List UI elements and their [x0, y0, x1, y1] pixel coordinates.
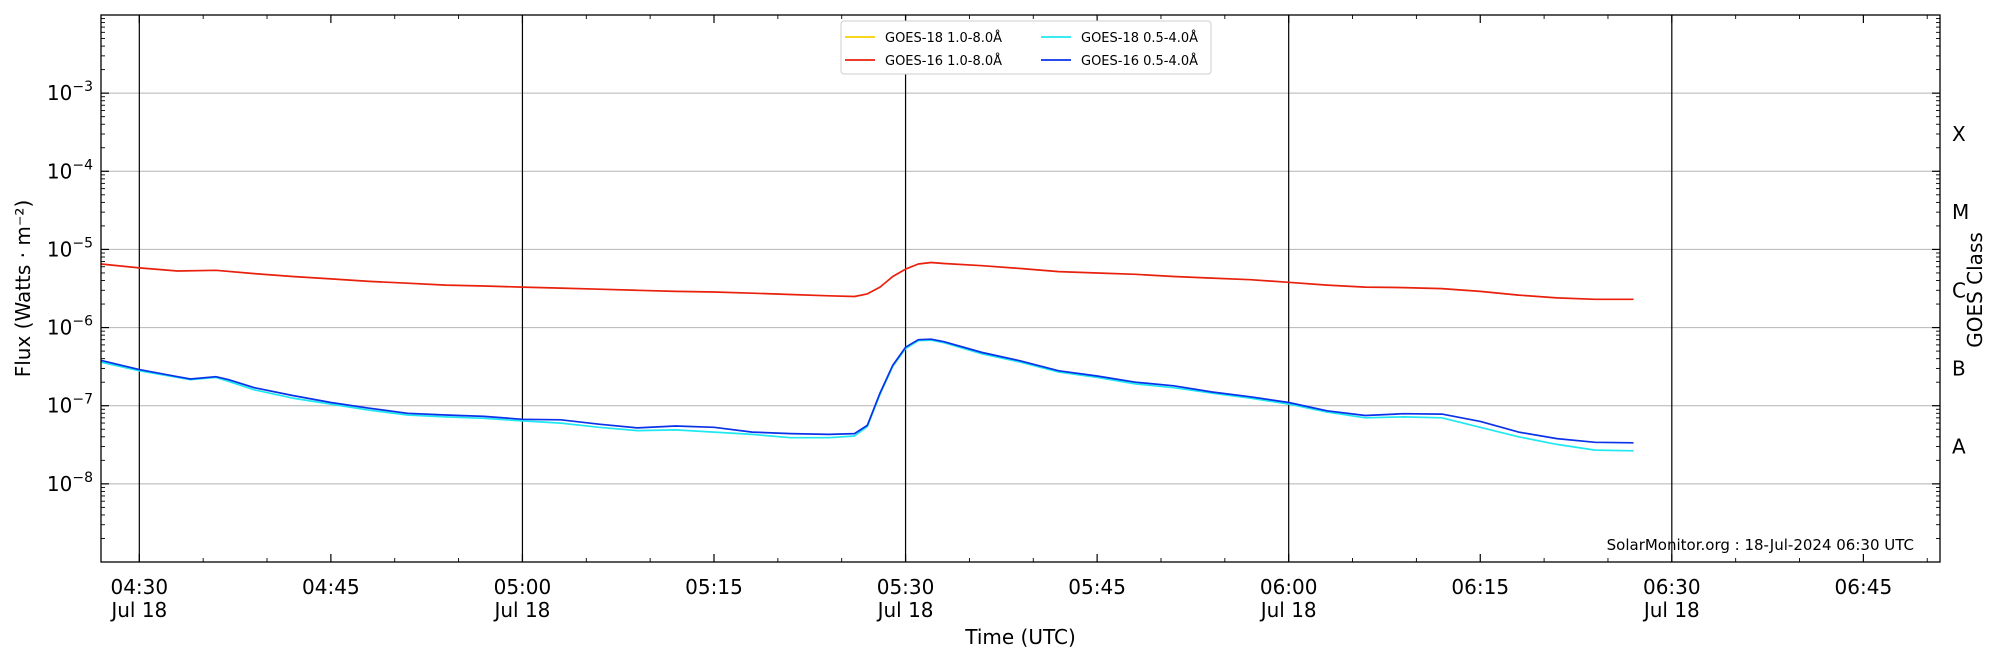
series-lines: [100, 261, 1634, 452]
goes-class-label: B: [1952, 356, 1966, 380]
goes-class-label: X: [1952, 122, 1966, 146]
y-tick-label: 10−5: [47, 235, 93, 261]
series-line: [100, 338, 1634, 444]
x-tick-date-label: Jul 18: [492, 598, 550, 622]
x-tick-label: 04:45: [302, 575, 360, 599]
y-tick-exponent: −8: [72, 470, 93, 486]
y-tick-exponent: −4: [72, 157, 93, 173]
x-tick-label: 05:45: [1068, 575, 1126, 599]
x-tick-label: 06:45: [1835, 575, 1893, 599]
x-tick-date-label: Jul 18: [876, 598, 934, 622]
y-tick-base: 10: [47, 159, 72, 183]
goes-class-label: M: [1952, 200, 1969, 224]
credit-text: SolarMonitor.org : 18-Jul-2024 06:30 UTC: [1607, 536, 1914, 554]
x-tick-date-label: Jul 18: [109, 598, 167, 622]
y-tick-exponent: −6: [72, 314, 93, 330]
goes-class-axis-title: GOES Class: [1963, 232, 1987, 348]
y-tick-exponent: −5: [72, 235, 93, 251]
plot-frame: [100, 14, 1941, 563]
legend-label: GOES-18 1.0-8.0Å: [885, 30, 1002, 46]
y-tick-exponent: −3: [72, 79, 93, 95]
y-axis-title: Flux (Watts · m⁻²): [11, 200, 35, 378]
x-tick-date-label: Jul 18: [1259, 598, 1317, 622]
y-tick-base: 10: [47, 394, 72, 418]
series-line: [100, 339, 1634, 452]
x-tick-label: 06:15: [1451, 575, 1509, 599]
legend-label: GOES-16 0.5-4.0Å: [1081, 53, 1198, 69]
x-tick-label: 05:30: [877, 575, 935, 599]
y-tick-base: 10: [47, 316, 72, 340]
y-tick-label: 10−6: [47, 314, 93, 340]
x-tick-label: 06:00: [1260, 575, 1318, 599]
y-tick-base: 10: [47, 81, 72, 105]
y-tick-exponent: −7: [72, 392, 93, 408]
y-tick-label: 10−8: [47, 470, 93, 496]
x-axis-title: Time (UTC): [964, 625, 1076, 649]
y-tick-label: 10−7: [47, 392, 93, 418]
legend: GOES-18 1.0-8.0Å GOES-16 1.0-8.0Å GOES-18 …: [840, 20, 1212, 75]
legend-label: GOES-18 0.5-4.0Å: [1081, 30, 1198, 46]
x-tick-label: 05:00: [494, 575, 552, 599]
series-line: [100, 261, 1634, 301]
x-tick-label: 04:30: [110, 575, 168, 599]
legend-box: [840, 20, 1212, 75]
y-tick-base: 10: [47, 472, 72, 496]
goes-class-label: C: [1952, 278, 1966, 302]
x-tick-date-label: Jul 18: [1642, 598, 1700, 622]
x-tick-label: 05:15: [685, 575, 743, 599]
y-tick-base: 10: [47, 237, 72, 261]
x-tick-label: 06:30: [1643, 575, 1701, 599]
y-tick-label: 10−4: [47, 157, 93, 183]
legend-label: GOES-16 1.0-8.0Å: [885, 53, 1002, 69]
goes-class-label: A: [1952, 435, 1966, 459]
date-vertical-lines: [138, 15, 1673, 562]
y-tick-label: 10−3: [47, 79, 93, 105]
axis-ticks: [101, 15, 1940, 562]
grid-lines: [101, 92, 1940, 485]
